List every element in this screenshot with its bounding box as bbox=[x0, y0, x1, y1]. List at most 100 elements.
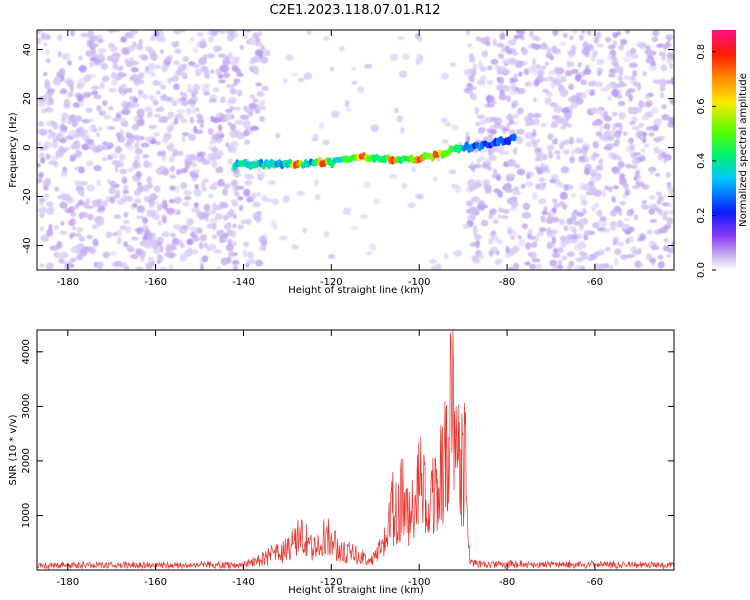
heatmap-cell bbox=[503, 150, 509, 156]
heatmap-cell bbox=[113, 214, 121, 220]
heatmap-cell bbox=[232, 223, 237, 228]
heatmap-cell bbox=[45, 58, 51, 64]
heatmap-cell bbox=[155, 64, 161, 69]
heatmap-cell bbox=[516, 87, 526, 95]
x-tick-label: -60 bbox=[587, 277, 603, 288]
heatmap-cell bbox=[67, 119, 72, 125]
heatmap-cell bbox=[667, 122, 673, 128]
heatmap-cell bbox=[209, 94, 218, 100]
heatmap-cell bbox=[504, 45, 510, 53]
heatmap-cell bbox=[177, 150, 184, 156]
heatmap-cell bbox=[639, 235, 646, 240]
heatmap-cell bbox=[146, 209, 154, 218]
heatmap-cell bbox=[225, 83, 231, 89]
heatmap-cell bbox=[150, 193, 157, 201]
heatmap-cell bbox=[96, 179, 102, 187]
heatmap-cell bbox=[101, 156, 108, 162]
heatmap-cell bbox=[518, 238, 526, 247]
heatmap-cell bbox=[254, 41, 263, 47]
heatmap-cell bbox=[534, 157, 540, 162]
heatmap-cell bbox=[666, 217, 674, 225]
heatmap-cell bbox=[210, 115, 215, 123]
heatmap-cell bbox=[92, 238, 98, 247]
heatmap-cell bbox=[630, 106, 639, 115]
heatmap-cell bbox=[180, 97, 187, 102]
heatmap-cell bbox=[511, 103, 517, 109]
heatmap-cell bbox=[648, 66, 657, 71]
heatmap-cell bbox=[162, 204, 168, 210]
heatmap-cell bbox=[229, 83, 235, 89]
heatmap-cell bbox=[282, 195, 290, 203]
snr-y-axis-label: SNR (10 * v/v) bbox=[8, 414, 19, 485]
heatmap-cell bbox=[524, 81, 533, 87]
heatmap-cell bbox=[603, 115, 613, 122]
heatmap-cell bbox=[69, 218, 76, 226]
heatmap-cell bbox=[604, 36, 612, 43]
heatmap-cell bbox=[62, 125, 68, 133]
heatmap-cell bbox=[157, 220, 163, 227]
heatmap-cell bbox=[182, 55, 189, 63]
heatmap-cell bbox=[229, 88, 237, 95]
snr-x-ticks: -180 -160 -140 -120 -100 -80 -60 bbox=[56, 330, 603, 588]
heatmap-cell bbox=[666, 253, 672, 258]
heatmap-cell bbox=[123, 219, 130, 225]
heatmap-cell bbox=[132, 174, 142, 182]
heatmap-cell bbox=[665, 172, 671, 178]
heatmap-cell bbox=[54, 186, 60, 192]
heatmap-cell bbox=[433, 176, 438, 182]
heatmap-cell bbox=[261, 85, 269, 91]
heatmap-cell bbox=[127, 247, 136, 253]
x-tick-label: -180 bbox=[56, 577, 79, 588]
heatmap-cell bbox=[40, 234, 50, 242]
heatmap-cell bbox=[444, 252, 449, 260]
heatmap-cell bbox=[134, 148, 143, 155]
heatmap-cell bbox=[522, 202, 531, 211]
heatmap-cell bbox=[660, 64, 668, 72]
heatmap-cell bbox=[148, 162, 153, 169]
heatmap-cell bbox=[211, 160, 218, 168]
heatmap-cell bbox=[215, 136, 223, 143]
heatmap-cell bbox=[89, 61, 94, 68]
heatmap-cell bbox=[546, 47, 552, 54]
heatmap-cell bbox=[173, 30, 182, 35]
heatmap-cell bbox=[51, 140, 58, 149]
heatmap-cell bbox=[607, 53, 613, 61]
heatmap-cell bbox=[125, 61, 134, 68]
heatmap-cell bbox=[122, 179, 128, 184]
heatmap-cell bbox=[166, 207, 176, 214]
heatmap-cell bbox=[39, 201, 44, 207]
heatmap-cell bbox=[551, 236, 557, 244]
heatmap-cell bbox=[248, 102, 258, 109]
heatmap-cell bbox=[577, 61, 582, 68]
heatmap-cell bbox=[612, 62, 619, 67]
heatmap-cell bbox=[70, 30, 76, 37]
heatmap-cell bbox=[624, 163, 633, 169]
heatmap-cell bbox=[504, 188, 514, 193]
heatmap-cell bbox=[569, 156, 575, 164]
heatmap-cell bbox=[480, 75, 487, 80]
snr-line-chart: -180 -160 -140 -120 -100 -80 -60 1000 2000 3000 4… bbox=[8, 329, 675, 596]
heatmap-cell bbox=[225, 108, 233, 114]
heatmap-cell bbox=[143, 136, 153, 142]
heatmap-cell bbox=[472, 63, 478, 71]
heatmap-cell bbox=[182, 201, 191, 207]
heatmap-cell bbox=[598, 249, 605, 256]
heatmap-cell bbox=[491, 234, 499, 242]
heatmap-cell bbox=[559, 218, 565, 226]
heatmap-cell bbox=[476, 114, 485, 120]
heatmap-cell bbox=[86, 198, 90, 205]
heatmap-cell bbox=[549, 259, 558, 267]
heatmap-cell bbox=[547, 133, 554, 140]
heatmap-cell bbox=[64, 146, 71, 151]
heatmap-cell bbox=[156, 36, 162, 43]
heatmap-cell bbox=[649, 167, 654, 176]
heatmap-cell bbox=[518, 71, 523, 77]
heatmap-cell bbox=[525, 181, 534, 188]
heatmap-cell bbox=[214, 213, 223, 220]
heatmap-cell bbox=[191, 207, 201, 213]
heatmap-cell bbox=[599, 125, 604, 132]
heatmap-cell bbox=[468, 74, 475, 82]
heatmap-cell bbox=[568, 136, 575, 145]
heatmap-cell bbox=[622, 223, 630, 229]
heatmap-cell bbox=[531, 35, 539, 41]
